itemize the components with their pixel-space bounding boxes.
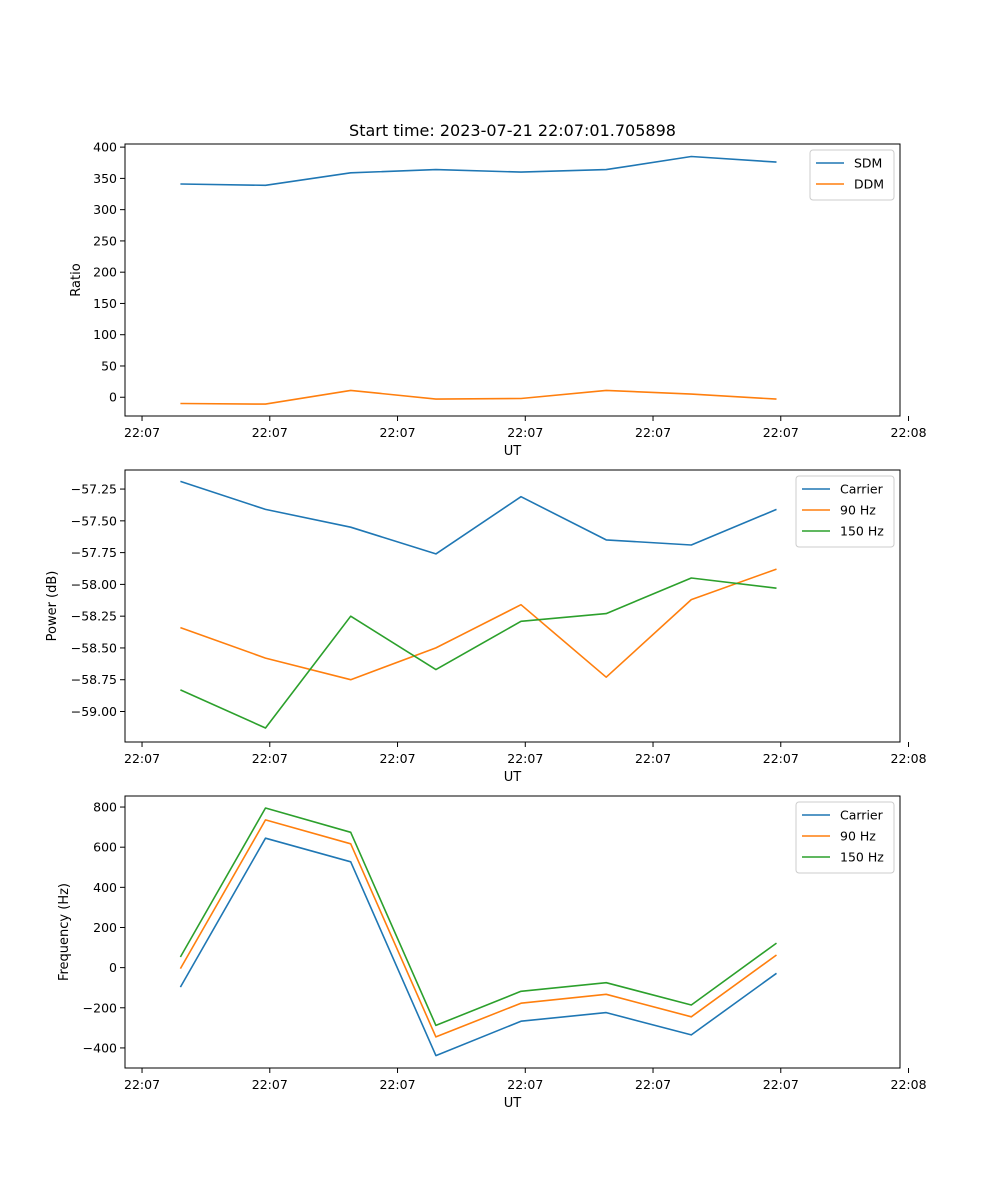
y-tick-label: −58.75 [71,672,117,687]
x-tick-label: 22:07 [380,1077,416,1092]
y-tick-label: 100 [93,327,117,342]
y-tick-label: −57.25 [71,482,117,497]
legend-label: Carrier [840,808,884,823]
y-tick-label: 400 [93,880,117,895]
y-axis-label: Ratio [69,263,84,296]
y-tick-label: −57.75 [71,545,117,560]
x-tick-label: 22:07 [252,751,288,766]
y-tick-label: −400 [83,1040,117,1055]
x-tick-label: 22:08 [891,425,927,440]
x-tick-label: 22:07 [124,1077,160,1092]
x-tick-label: 22:07 [252,425,288,440]
chart-panel-2: −59.00 −58.75 −58.50 −58.25 −58.00 −57.75 −57.… [45,469,927,785]
x-tick-label: 22:07 [763,425,799,440]
y-tick-label: 200 [93,265,117,280]
x-tick-label: 22:07 [635,425,671,440]
legend-box [795,801,895,874]
legend-label: 150 Hz [840,524,884,539]
x-tick-label: 22:07 [124,751,160,766]
y-tick-label: 800 [93,800,117,815]
y-tick-label: 300 [93,202,117,217]
x-tick-label: 22:07 [635,1077,671,1092]
plot-area-frame [124,795,901,1069]
plot-area-frame [124,143,901,417]
legend-label: 90 Hz [840,829,876,844]
series-line-carrier [179,837,777,1057]
legend: SDM DDM [809,149,895,201]
chart-panel-3: −400 −200 0 200 400 600 800 22:07 22:07 22:07 22:0… [57,795,927,1111]
x-axis-label: UT [504,770,522,785]
series-line-150-hz [179,807,777,1027]
series-line-ddm [180,389,777,405]
y-tick-label: −59.00 [71,704,117,719]
series-line-90-hz [180,568,777,681]
x-tick-label: 22:07 [507,751,543,766]
x-tick-label: 22:07 [763,1077,799,1092]
chart-panel-1: 0 50 100 150 200 250 300 350 400 22:07 22:07 22:07 2… [69,140,927,459]
y-tick-label: 150 [93,296,117,311]
x-tick-label: 22:07 [124,425,160,440]
y-tick-label: 50 [101,358,117,373]
x-tick-label: 22:07 [763,751,799,766]
x-tick-label: 22:07 [252,1077,288,1092]
y-tick-label: 600 [93,840,117,855]
x-tick-label: 22:07 [380,425,416,440]
series-line-carrier [180,480,777,555]
y-tick-label: 250 [93,233,117,248]
x-axis-label: UT [504,1096,522,1111]
x-tick-label: 22:08 [891,1077,927,1092]
y-tick-label: −200 [83,1000,117,1015]
x-tick-label: 22:07 [635,751,671,766]
legend-label: 90 Hz [840,503,876,518]
y-tick-label: 350 [93,171,117,186]
y-tick-label: 0 [109,390,117,405]
x-tick-label: 22:07 [507,1077,543,1092]
x-tick-label: 22:07 [380,751,416,766]
legend-label: DDM [854,177,884,192]
y-tick-label: 400 [93,140,117,155]
legend: Carrier 90 Hz 150 Hz [795,801,895,874]
x-axis-label: UT [504,444,522,459]
y-axis-label: Power (dB) [45,571,60,642]
y-tick-label: −58.00 [71,577,117,592]
x-tick-label: 22:07 [507,425,543,440]
legend-box [795,475,895,548]
series-line-90-hz [179,819,777,1038]
x-tick-label: 22:08 [891,751,927,766]
plot-area-frame [124,469,901,743]
y-tick-label: −58.50 [71,640,117,655]
legend: Carrier 90 Hz 150 Hz [795,475,895,548]
figure-title: Start time: 2023-07-21 22:07:01.705898 [349,121,676,140]
y-tick-label: −58.25 [71,609,117,624]
legend-label: Carrier [840,482,884,497]
y-tick-label: 0 [109,960,117,975]
legend-label: SDM [854,156,882,171]
y-tick-label: −57.50 [71,513,117,528]
series-line-150-hz [180,577,777,729]
series-line-sdm [180,155,777,187]
y-tick-label: 200 [93,920,117,935]
y-axis-label: Frequency (Hz) [57,883,72,981]
legend-label: 150 Hz [840,850,884,865]
